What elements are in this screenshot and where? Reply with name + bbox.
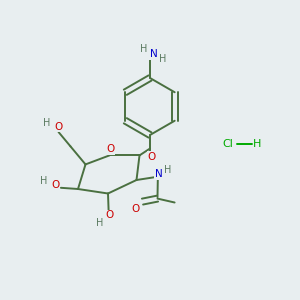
Text: Cl: Cl: [223, 139, 233, 149]
Text: N: N: [150, 49, 158, 59]
Text: H: H: [40, 176, 47, 186]
Text: O: O: [105, 210, 113, 220]
Text: N: N: [154, 169, 162, 179]
Text: O: O: [106, 144, 115, 154]
Text: O: O: [147, 152, 156, 162]
Text: O: O: [54, 122, 63, 132]
Text: H: H: [159, 53, 166, 64]
Text: H: H: [164, 165, 172, 176]
Text: O: O: [51, 180, 59, 190]
Text: H: H: [253, 139, 262, 149]
Text: H: H: [140, 44, 147, 55]
Text: H: H: [44, 118, 51, 128]
Text: O: O: [131, 204, 139, 214]
Text: H: H: [96, 218, 103, 228]
